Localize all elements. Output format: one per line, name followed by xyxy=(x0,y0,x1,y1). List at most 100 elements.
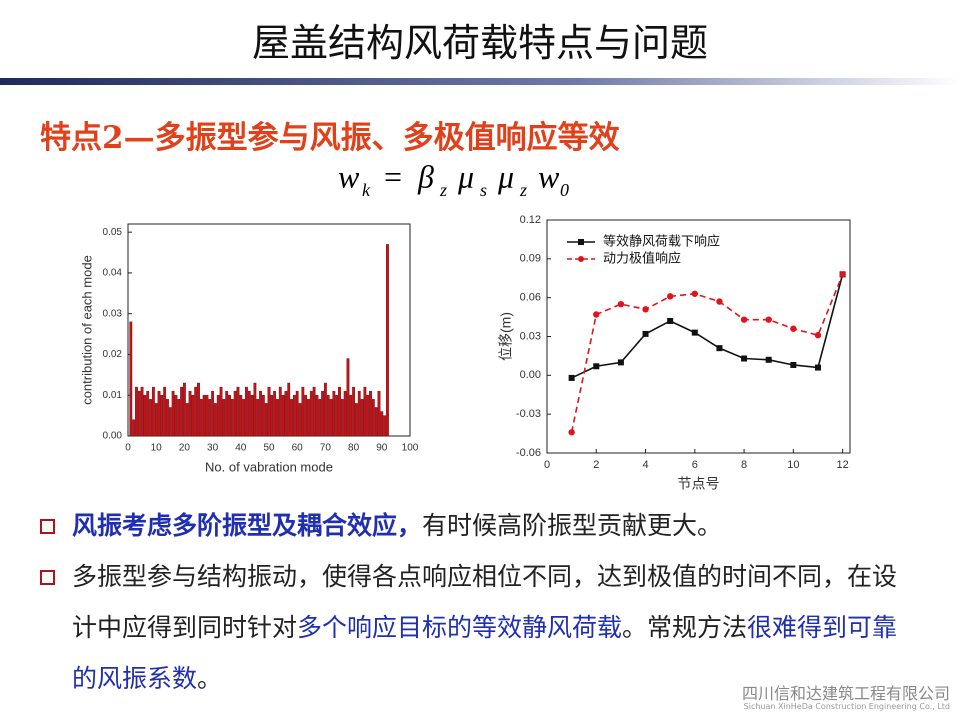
bar xyxy=(326,395,330,437)
formula-base: w xyxy=(338,158,360,194)
bar xyxy=(160,395,164,437)
y-tick-label: 0.00 xyxy=(520,369,541,381)
x-tick-label: 90 xyxy=(376,443,388,454)
marker xyxy=(716,345,723,352)
bar xyxy=(247,390,251,437)
marker xyxy=(568,374,575,381)
marker xyxy=(839,271,846,278)
y-tick-label: 0.03 xyxy=(520,330,541,342)
marker xyxy=(765,316,772,323)
bar xyxy=(233,390,237,437)
bar xyxy=(321,390,324,437)
plot-frame xyxy=(546,219,851,454)
bar xyxy=(256,399,260,437)
line xyxy=(571,274,844,379)
bullets: 风振考虑多阶振型及耦合效应，有时候高阶振型贡献更大。 多振型参与结构振动，使得各点… xyxy=(40,500,920,704)
bar xyxy=(183,382,186,437)
slide-title: 屋盖结构风荷载特点与问题 xyxy=(251,21,708,65)
bar xyxy=(140,386,144,437)
bullet-text: 有时候高阶振型贡献更大。 xyxy=(422,511,723,540)
y-tick-label: 0.12 xyxy=(520,214,541,226)
marker xyxy=(666,293,674,300)
marker xyxy=(741,355,748,362)
legend-label: 动力极值响应 xyxy=(603,250,681,265)
bar xyxy=(168,407,172,437)
bar xyxy=(298,403,302,437)
y-tick-label: 0.03 xyxy=(103,308,123,319)
bar xyxy=(270,395,274,437)
bar xyxy=(276,399,279,437)
x-tick-label: 2 xyxy=(593,459,599,471)
bar xyxy=(157,390,161,437)
bar xyxy=(340,399,344,437)
bar xyxy=(335,395,339,437)
bar xyxy=(236,386,240,437)
marker xyxy=(691,290,699,297)
bar xyxy=(259,390,262,437)
x-tick-label: 6 xyxy=(692,459,698,471)
y-tick-label: 0.05 xyxy=(103,227,123,238)
legend-label: 等效静风荷载下响应 xyxy=(603,233,720,248)
bar xyxy=(208,399,212,437)
marker xyxy=(617,359,624,366)
y-axis-label: contribution of each mode xyxy=(79,255,94,405)
formula-eq: = xyxy=(384,158,402,194)
bar xyxy=(211,390,214,437)
bar xyxy=(315,395,319,437)
marker xyxy=(691,329,698,336)
bar xyxy=(228,395,231,437)
bar xyxy=(360,399,364,437)
x-tick-label: 70 xyxy=(320,443,332,454)
x-tick-label: 8 xyxy=(741,459,747,471)
chart: 0.00 0.01 0.02 0.03 0.04 0.05 0 10 20 30 40 50 60 70 8… xyxy=(79,223,419,474)
bar xyxy=(202,395,206,437)
bar xyxy=(163,386,167,437)
y-tick-label: 0.09 xyxy=(520,253,541,265)
x-tick-label: 100 xyxy=(402,443,419,454)
bar xyxy=(338,386,341,437)
bar xyxy=(287,382,291,437)
formula-base: μ xyxy=(497,158,514,194)
watermark: 四川信和达建筑工程有限公司 xyxy=(741,684,950,703)
x-tick-label: 80 xyxy=(348,443,360,454)
bar xyxy=(205,395,209,437)
bar xyxy=(222,399,226,437)
bar xyxy=(343,390,347,437)
bar xyxy=(301,386,305,437)
bar xyxy=(267,386,271,437)
bar xyxy=(146,390,150,437)
bar xyxy=(383,415,387,437)
bar xyxy=(214,403,217,437)
marker xyxy=(814,364,821,371)
bullet-text: 。 xyxy=(197,664,223,693)
bar xyxy=(273,390,277,437)
bar xyxy=(174,395,178,437)
bar xyxy=(135,386,138,437)
marker xyxy=(765,356,772,363)
bar xyxy=(318,399,322,437)
x-tick-label: 0 xyxy=(125,443,131,454)
marker xyxy=(568,429,575,436)
bar xyxy=(242,399,246,437)
bar xyxy=(194,386,198,437)
bar xyxy=(369,390,372,437)
bar xyxy=(278,386,282,437)
bar xyxy=(264,403,268,437)
bar xyxy=(199,399,203,437)
bar xyxy=(137,390,141,437)
bullet-text: 多个响应目标的等效静风荷载 xyxy=(297,613,623,642)
bar xyxy=(281,395,285,437)
bar xyxy=(284,390,288,437)
bar xyxy=(324,382,327,437)
bar xyxy=(225,390,229,437)
bar xyxy=(346,358,350,437)
bar xyxy=(380,411,384,437)
bullet-text: 很难得到可靠的风振系数 xyxy=(72,613,898,693)
formula-sub: k xyxy=(362,180,371,200)
bar xyxy=(312,386,316,437)
bar xyxy=(197,382,200,437)
bullet: 多振型参与结构振动，使得各点响应相位不同，达到极值的时间不同，在设计中应得到同时… xyxy=(40,551,920,704)
bar xyxy=(154,403,158,437)
